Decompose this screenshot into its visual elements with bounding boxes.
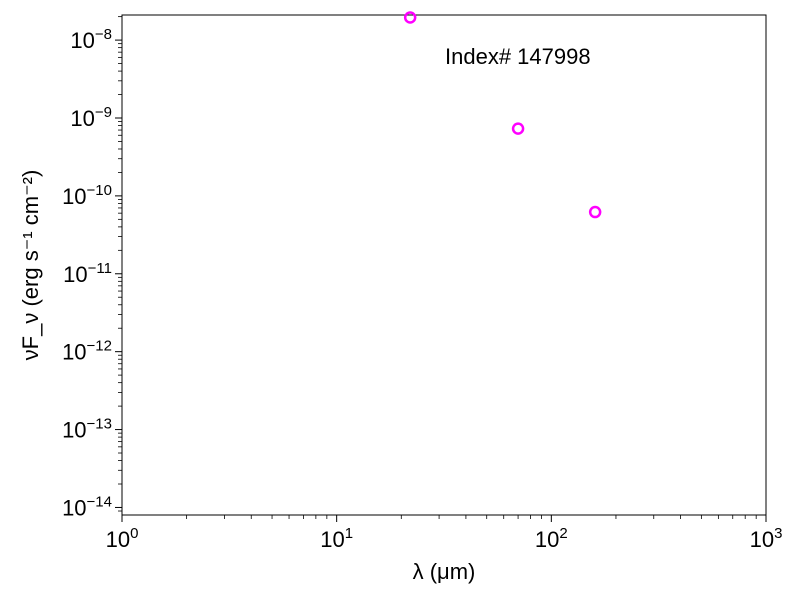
y-tick-label: 10−8 — [70, 26, 112, 53]
plot-area-frame — [121, 14, 767, 516]
y-tick-label: 10−10 — [62, 182, 112, 209]
y-tick-label: 10−14 — [62, 493, 112, 520]
tick-labels: 100 101 102 103 10−14 10−13 10−12 10−11 10−10 10−… — [62, 26, 782, 552]
x-tick-label: 101 — [320, 525, 353, 552]
y-tick-label: 10−9 — [70, 104, 112, 131]
minor-ticks — [118, 16, 757, 519]
data-point — [588, 205, 602, 219]
y-axis-label: νF_ν (erg s⁻¹ cm⁻²) — [18, 170, 43, 361]
y-tick-label: 10−13 — [62, 416, 112, 443]
x-axis-label: λ (μm) — [413, 559, 476, 584]
x-tick-label: 103 — [750, 525, 783, 552]
data-point — [511, 122, 525, 135]
y-tick-label: 10−12 — [62, 338, 112, 365]
data-points — [403, 11, 602, 219]
y-tick-label: 10−11 — [63, 260, 112, 287]
data-point — [403, 11, 417, 24]
major-ticks — [115, 39, 767, 522]
x-tick-label: 102 — [535, 525, 568, 552]
index-annotation: Index# 147998 — [445, 44, 591, 69]
x-tick-label: 100 — [106, 525, 139, 552]
